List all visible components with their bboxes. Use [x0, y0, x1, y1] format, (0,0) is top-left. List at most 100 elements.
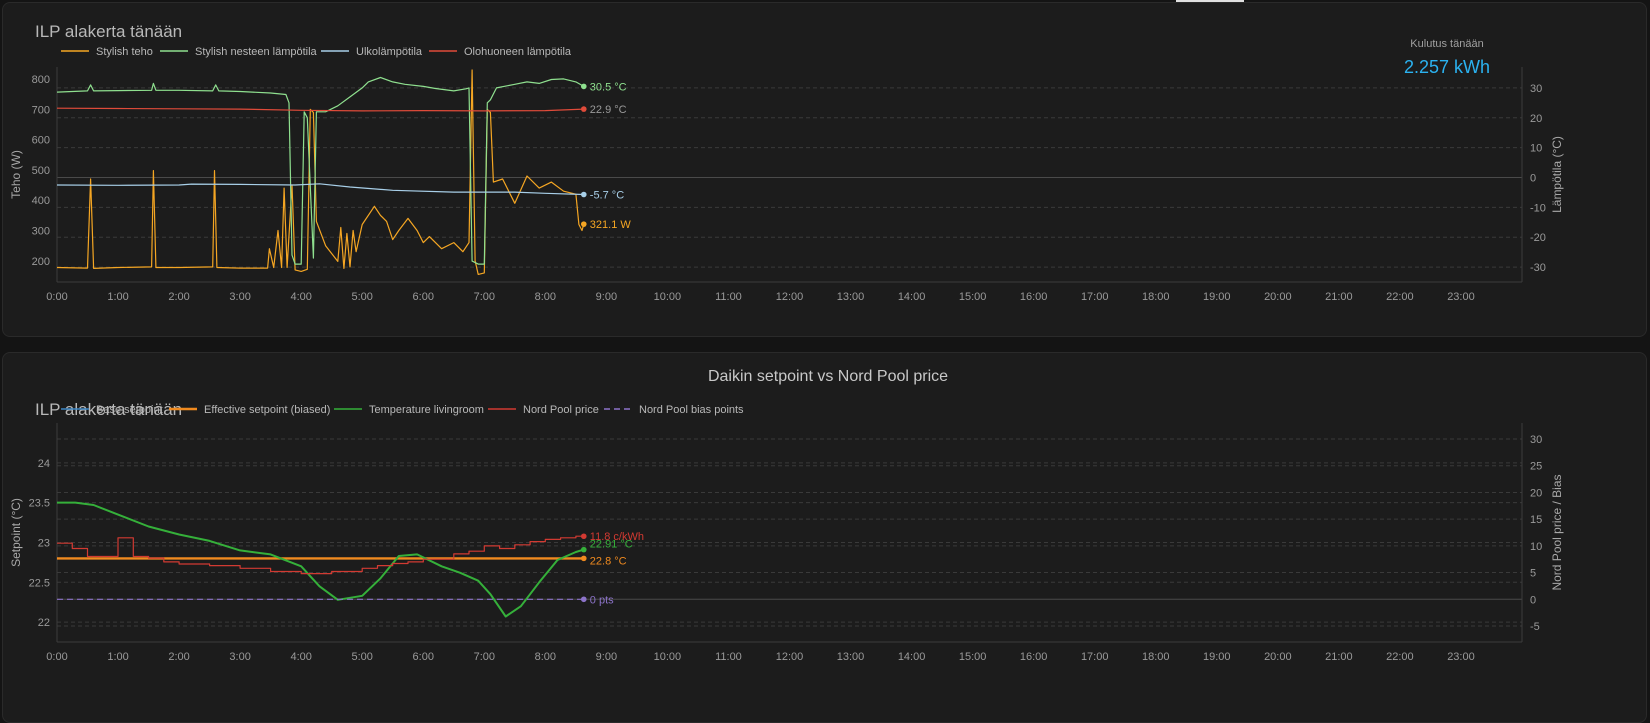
y-tick-label: 24: [38, 458, 50, 470]
x-tick-label: 5:00: [351, 291, 372, 303]
x-tick-label: 4:00: [290, 291, 311, 303]
y2-axis-label: Nord Pool price / Bias: [1550, 474, 1564, 590]
x-tick-label: 13:00: [837, 651, 865, 663]
x-tick-label: 16:00: [1020, 651, 1048, 663]
legend-label[interactable]: Temperature livingroom: [369, 404, 484, 416]
legend-label[interactable]: Base setpoint: [96, 404, 163, 416]
x-tick-label: 8:00: [535, 291, 556, 303]
x-tick-label: 21:00: [1325, 291, 1353, 303]
card-header: Daikin setpoint vs Nord Pool price: [708, 368, 948, 385]
series-line-temperature-livingroom: [57, 501, 585, 618]
legend-label[interactable]: Stylish teho: [96, 46, 153, 58]
y-tick-label: 22: [38, 617, 50, 629]
axes: -30 -20 -10 0 10 20 30 200 300 400 500 600 700 800 0:0…: [32, 67, 1546, 303]
y-tick-label: 23.5: [29, 498, 50, 510]
x-tick-label: 4:00: [290, 651, 311, 663]
stat-label: Kulutus tänään: [1410, 38, 1483, 50]
y2-tick-label: -20: [1530, 232, 1546, 244]
series-end-marker: [580, 106, 587, 112]
series-end-label: 30.5 °C: [590, 81, 627, 93]
x-tick-label: 3:00: [229, 651, 250, 663]
y2-tick-label: 15: [1530, 514, 1542, 526]
x-tick-label: 9:00: [596, 291, 617, 303]
y-axis-label: Setpoint (°C): [9, 498, 23, 567]
x-tick-label: 16:00: [1020, 291, 1048, 303]
series-end-label: 0 pts: [590, 594, 614, 606]
x-tick-label: 18:00: [1142, 651, 1170, 663]
series-line-olohuoneen-lampotila: [56, 107, 584, 112]
x-tick-label: 17:00: [1081, 651, 1109, 663]
legend: Stylish teho Stylish nesteen lämpötila Ulk…: [61, 46, 572, 58]
tab-indicator: [1176, 0, 1244, 2]
x-tick-label: 18:00: [1142, 291, 1170, 303]
y-tick-label: 600: [32, 135, 50, 147]
x-tick-label: 8:00: [535, 651, 556, 663]
x-tick-label: 13:00: [837, 291, 865, 303]
chart-title: ILP alakerta tänään: [35, 22, 182, 41]
grid: [57, 87, 1522, 268]
legend-label[interactable]: Stylish nesteen lämpötila: [195, 46, 318, 58]
x-tick-label: 0:00: [46, 651, 67, 663]
series-group: 321.1 W 30.5 °C -5.7 °C 22.9 °C: [56, 69, 631, 275]
y-tick-label: 700: [32, 104, 50, 116]
x-tick-label: 14:00: [898, 651, 926, 663]
x-tick-label: 19:00: [1203, 651, 1231, 663]
legend-label[interactable]: Olohuoneen lämpötila: [464, 46, 572, 58]
x-tick-label: 11:00: [715, 291, 742, 303]
legend-label[interactable]: Ulkolämpötila: [356, 46, 423, 58]
x-tick-label: 19:00: [1203, 291, 1231, 303]
series-end-label: -5.7 °C: [590, 190, 624, 202]
x-tick-label: 2:00: [168, 291, 189, 303]
x-tick-label: 9:00: [596, 651, 617, 663]
series-end-marker: [580, 555, 587, 562]
y2-tick-label: 5: [1530, 568, 1536, 580]
y2-tick-label: 10: [1530, 541, 1542, 553]
setpoint-price-chart: Daikin setpoint vs Nord Pool price ILP a…: [9, 368, 1564, 663]
x-tick-label: 23:00: [1447, 291, 1475, 303]
x-tick-label: 23:00: [1447, 651, 1475, 663]
series-end-marker: [580, 546, 587, 553]
series-line-ulkolampotila: [56, 183, 584, 196]
series-end-marker: [580, 596, 587, 603]
y2-tick-label: -10: [1530, 202, 1546, 214]
series-end-marker: [580, 221, 587, 227]
x-tick-label: 3:00: [229, 291, 250, 303]
legend-label[interactable]: Nord Pool price: [523, 404, 599, 416]
x-tick-label: 5:00: [351, 651, 372, 663]
series-end-marker: [580, 191, 587, 198]
x-tick-label: 22:00: [1386, 291, 1414, 303]
y2-tick-label: -5: [1530, 621, 1540, 633]
x-tick-label: 21:00: [1325, 651, 1353, 663]
x-tick-label: 7:00: [474, 651, 495, 663]
x-tick-label: 12:00: [776, 651, 804, 663]
x-tick-label: 15:00: [959, 291, 987, 303]
series-end-label: 22.91 °C: [590, 539, 633, 551]
x-tick-label: 0:00: [46, 291, 67, 303]
y2-tick-label: 20: [1530, 113, 1542, 125]
x-tick-label: 2:00: [168, 651, 189, 663]
series-group: 22.8 °C 22.91 °C11.8 c/kWh 0 pts: [57, 501, 644, 618]
x-tick-label: 12:00: [776, 291, 804, 303]
power-temperature-card: ILP alakerta tänään Kulutus tänään 2.257…: [2, 2, 1647, 337]
chart-title: ILP alakerta tänään: [35, 400, 182, 419]
y2-tick-label: 30: [1530, 83, 1542, 95]
legend: Base setpoint Effective setpoint (biased)…: [61, 404, 744, 416]
series-end-marker: [580, 533, 587, 540]
y-tick-label: 300: [32, 226, 50, 238]
x-tick-label: 22:00: [1386, 651, 1414, 663]
legend-label[interactable]: Effective setpoint (biased): [204, 404, 330, 416]
y2-tick-label: 10: [1530, 143, 1542, 155]
x-tick-label: 6:00: [413, 651, 434, 663]
setpoint-price-card: Daikin setpoint vs Nord Pool price ILP a…: [2, 352, 1647, 723]
x-tick-label: 11:00: [715, 651, 742, 663]
y2-tick-label: 25: [1530, 461, 1542, 473]
legend-label[interactable]: Nord Pool bias points: [639, 404, 744, 416]
x-tick-label: 6:00: [413, 291, 434, 303]
x-tick-label: 15:00: [959, 651, 987, 663]
series-end-label: 22.8 °C: [590, 555, 627, 567]
series-end-label: 11.8 c/kWh: [590, 531, 644, 543]
y2-tick-label: 0: [1530, 594, 1536, 606]
y-axis-label: Teho (W): [9, 150, 23, 199]
x-tick-label: 10:00: [654, 291, 682, 303]
y2-tick-label: 30: [1530, 434, 1542, 446]
